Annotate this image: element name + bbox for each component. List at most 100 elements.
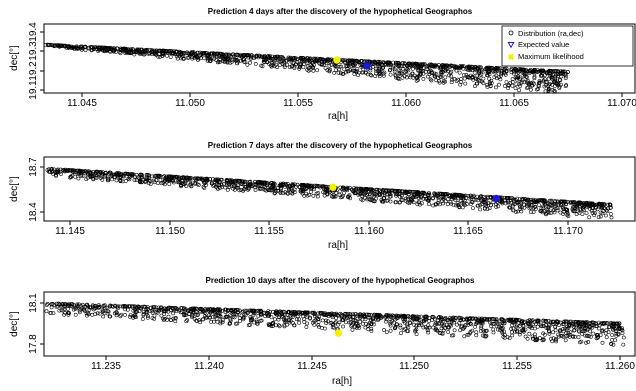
legend-expected-value-label: Expected value (518, 40, 569, 49)
distribution-point (393, 73, 398, 77)
distribution-point (506, 82, 511, 87)
distribution-point (173, 305, 178, 310)
distribution-point (197, 318, 202, 323)
distribution-point (561, 206, 565, 211)
distribution-point (309, 184, 314, 189)
distribution-point (68, 302, 73, 307)
distribution-point (429, 69, 434, 74)
distribution-point (350, 327, 355, 332)
distribution-point (415, 314, 420, 319)
distribution-point (137, 47, 142, 52)
distribution-point (584, 340, 589, 345)
distribution-point (56, 301, 61, 306)
distribution-point (66, 312, 71, 317)
distribution-point (286, 318, 291, 323)
distribution-point (542, 324, 546, 328)
distribution-point (332, 71, 337, 75)
distribution-point (254, 317, 259, 322)
distribution-point (241, 309, 246, 314)
distribution-point (547, 329, 552, 334)
distribution-point (478, 79, 483, 83)
distribution-point (179, 54, 184, 59)
distribution-point (282, 65, 287, 70)
distribution-point (174, 50, 179, 54)
distribution-point (393, 189, 398, 194)
distribution-point (610, 337, 615, 342)
distribution-point (286, 55, 291, 60)
distribution-point (421, 77, 426, 81)
distribution-point (475, 81, 480, 86)
distribution-point (228, 318, 233, 323)
distribution-point (458, 318, 463, 323)
distribution-point (59, 172, 64, 176)
chart-2-x-tick-label-1: 11.145 (55, 226, 85, 237)
distribution-point (566, 70, 570, 74)
distribution-point (359, 70, 364, 75)
distribution-point (192, 306, 197, 311)
distribution-point (389, 188, 394, 193)
distribution-point (479, 72, 484, 77)
distribution-point (204, 176, 209, 181)
distribution-point (210, 55, 215, 60)
distribution-point (600, 340, 605, 345)
distribution-point (356, 73, 360, 78)
distribution-point (384, 313, 389, 318)
distribution-point (562, 199, 566, 204)
distribution-point (341, 186, 346, 191)
chart-2-title: Prediction 7 days after the discovery of… (208, 141, 473, 150)
distribution-point (410, 71, 415, 76)
distribution-point (534, 338, 539, 343)
distribution-point (57, 43, 62, 48)
distribution-point (427, 65, 432, 70)
distribution-point (357, 314, 362, 318)
distribution-point (168, 55, 173, 60)
distribution-point (423, 70, 428, 74)
distribution-point (514, 76, 519, 81)
distribution-point (416, 200, 421, 205)
distribution-point (249, 316, 253, 321)
distribution-point (104, 46, 108, 51)
distribution-point (108, 303, 113, 308)
distribution-point (557, 77, 562, 82)
distribution-point (560, 333, 565, 338)
distribution-point (157, 52, 162, 57)
distribution-point (596, 215, 601, 220)
distribution-point (326, 58, 331, 63)
distribution-point (87, 307, 92, 312)
distribution-point (137, 51, 142, 56)
distribution-point (575, 206, 580, 211)
distribution-point (419, 71, 424, 76)
distribution-point (436, 75, 441, 80)
distribution-point (282, 323, 287, 328)
distribution-point (84, 177, 89, 182)
distribution-point (447, 194, 452, 199)
distribution-point (302, 187, 307, 192)
distribution-point (154, 175, 159, 180)
distribution-point (524, 67, 528, 72)
distribution-point (485, 207, 490, 211)
distribution-point (277, 315, 282, 320)
distribution-point (305, 64, 310, 69)
distribution-point (581, 329, 586, 334)
distribution-point (508, 205, 513, 210)
distribution-point (437, 315, 442, 319)
distribution-point (556, 81, 561, 86)
distribution-point (601, 209, 606, 214)
distribution-point (230, 315, 235, 320)
distribution-point (262, 187, 267, 192)
distribution-point (228, 313, 233, 318)
distribution-point (185, 50, 190, 55)
distribution-point (578, 340, 582, 345)
distribution-point (546, 82, 551, 87)
distribution-point (342, 67, 347, 72)
distribution-point (294, 317, 299, 322)
distribution-point (123, 51, 128, 56)
distribution-point (108, 170, 113, 175)
distribution-point (215, 319, 220, 324)
distribution-point (332, 194, 337, 199)
distribution-point (114, 178, 119, 183)
distribution-point (369, 73, 374, 78)
distribution-point (171, 311, 176, 316)
distribution-point (167, 182, 172, 186)
distribution-point (173, 319, 178, 324)
